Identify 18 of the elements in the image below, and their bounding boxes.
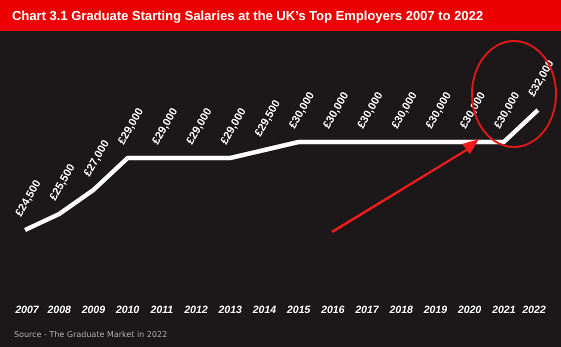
x-tick-label: 2013 [218, 304, 242, 316]
x-tick-label: 2007 [14, 304, 40, 316]
x-tick-label: 2022 [521, 304, 546, 316]
x-tick-label: 2020 [456, 304, 482, 316]
x-tick-label: 2017 [354, 304, 380, 316]
x-tick-label: 2016 [320, 304, 345, 316]
x-tick-label: 2009 [80, 304, 106, 316]
x-tick-label: 2012 [183, 304, 208, 316]
chart-title: Chart 3.1 Graduate Starting Salaries at the UK’s Top Employers 2007 to 2022 [12, 8, 484, 23]
x-tick-label: 2011 [150, 304, 174, 316]
x-tick-label: 2015 [286, 304, 310, 316]
source-note: Source - The Graduate Market in 2022 [14, 330, 168, 339]
x-tick-label: 2018 [388, 304, 414, 316]
x-tick-label: 2019 [422, 304, 448, 316]
x-tick-label: 2014 [252, 304, 276, 316]
x-tick-label: 2021 [491, 304, 516, 316]
x-tick-label: 2008 [46, 304, 72, 316]
x-tick-label: 2010 [114, 304, 140, 316]
